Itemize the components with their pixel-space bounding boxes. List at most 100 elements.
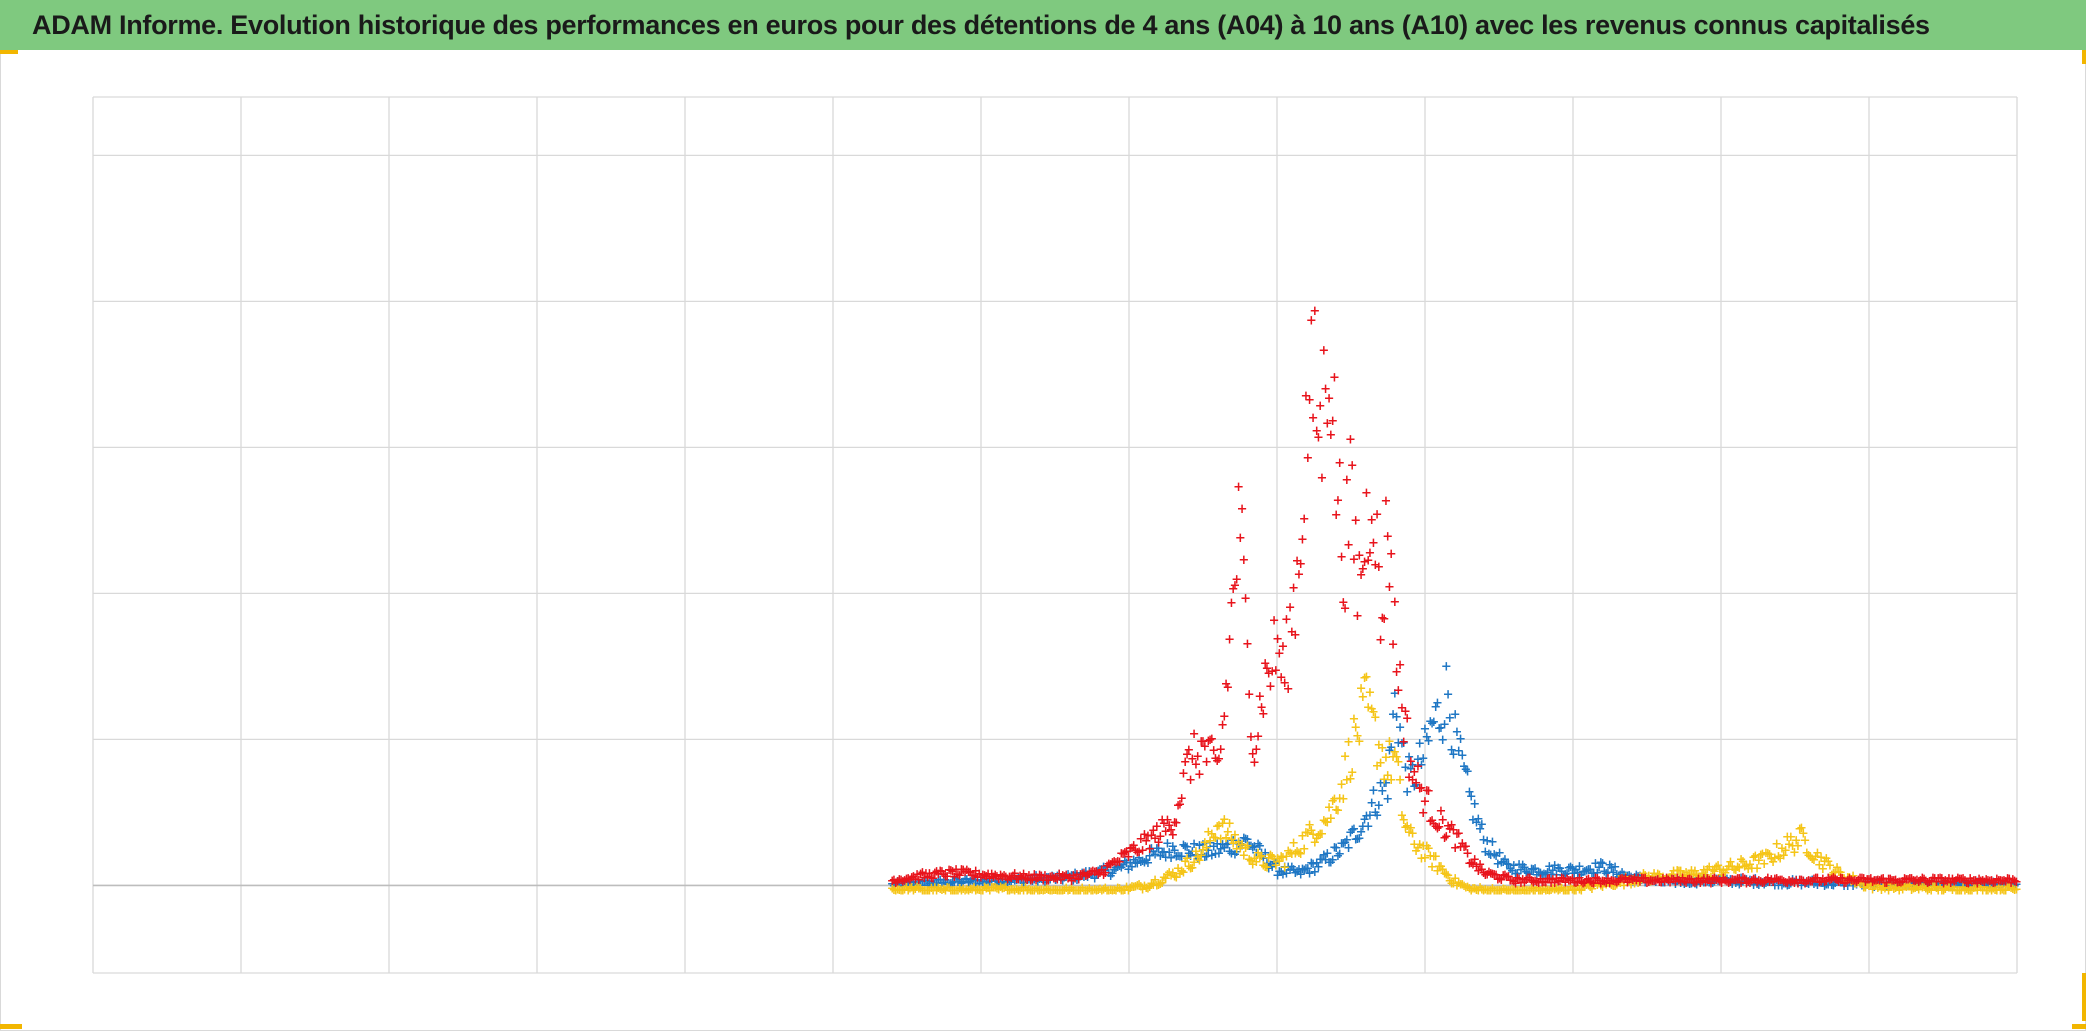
- data-point: +: [970, 877, 981, 892]
- data-point: +: [1455, 878, 1466, 893]
- data-point: +: [926, 874, 937, 889]
- data-point: +: [1741, 872, 1752, 887]
- data-point: +: [1222, 837, 1233, 852]
- data-point: +: [1979, 881, 1990, 896]
- data-point: +: [1816, 876, 1827, 891]
- data-point: +: [1075, 884, 1086, 899]
- data-point: +: [1972, 876, 1983, 891]
- data-point: +: [1979, 875, 1990, 890]
- data-point: +: [1784, 873, 1795, 888]
- data-point: +: [1533, 876, 1544, 891]
- data-point: +: [1656, 874, 1667, 889]
- data-point: +: [1292, 845, 1303, 860]
- data-point: +: [960, 865, 971, 880]
- data-point: +: [915, 881, 926, 896]
- data-point: +: [1833, 875, 1844, 890]
- data-point: +: [1958, 872, 1969, 887]
- data-point: +: [1102, 859, 1113, 874]
- data-point: +: [1654, 871, 1665, 886]
- data-point: +: [1913, 877, 1924, 892]
- data-point: +: [1466, 856, 1477, 871]
- data-point: +: [1043, 873, 1054, 888]
- data-point: +: [1366, 702, 1377, 717]
- data-point: +: [1636, 873, 1647, 888]
- data-point: +: [979, 873, 990, 888]
- data-point: +: [1869, 880, 1880, 895]
- data-point: +: [915, 878, 926, 893]
- data-point: +: [1547, 873, 1558, 888]
- data-point: +: [1743, 875, 1754, 890]
- data-point: +: [1855, 871, 1866, 886]
- data-point: +: [1839, 876, 1850, 891]
- data-point: +: [1782, 878, 1793, 893]
- data-point: +: [1221, 831, 1232, 846]
- data-point: +: [1437, 813, 1448, 828]
- data-point: +: [1961, 877, 1972, 892]
- data-point: +: [1089, 871, 1100, 886]
- data-point: +: [1002, 884, 1013, 899]
- data-point: +: [1862, 878, 1873, 893]
- data-point: +: [1087, 864, 1098, 879]
- data-point: +: [1853, 875, 1864, 890]
- data-point: +: [1327, 414, 1338, 429]
- data-point: +: [1897, 875, 1908, 890]
- data-point: +: [1467, 858, 1478, 873]
- data-point: +: [1004, 874, 1015, 889]
- data-point: +: [1018, 867, 1029, 882]
- data-point: +: [1288, 836, 1299, 851]
- data-point: +: [1032, 875, 1043, 890]
- data-point: +: [1373, 798, 1384, 813]
- data-point: +: [1808, 853, 1819, 868]
- data-point: +: [1187, 752, 1198, 767]
- data-point: +: [1720, 871, 1731, 886]
- data-point: +: [1295, 557, 1306, 572]
- data-point: +: [1865, 878, 1876, 893]
- data-point: +: [1274, 646, 1285, 661]
- data-point: +: [1352, 609, 1363, 624]
- data-point: +: [1061, 881, 1072, 896]
- data-point: +: [2000, 875, 2011, 890]
- data-point: +: [1183, 860, 1194, 875]
- data-point: +: [999, 881, 1010, 896]
- data-point: +: [1924, 878, 1935, 893]
- data-point: +: [1892, 880, 1903, 895]
- data-point: +: [2011, 883, 2022, 898]
- data-point: +: [1231, 842, 1242, 857]
- data-point: +: [1713, 874, 1724, 889]
- data-point: +: [1620, 869, 1631, 884]
- data-point: +: [983, 875, 994, 890]
- data-point: +: [1597, 874, 1608, 889]
- data-point: +: [1025, 871, 1036, 886]
- data-point: +: [1025, 883, 1036, 898]
- data-point: +: [1357, 690, 1368, 705]
- data-point: +: [1114, 882, 1125, 897]
- data-point: +: [1977, 874, 1988, 889]
- data-point: +: [1036, 869, 1047, 884]
- data-point: +: [1537, 884, 1548, 899]
- data-point: +: [1608, 866, 1619, 881]
- data-point: +: [1659, 875, 1670, 890]
- data-point: +: [2002, 879, 2013, 894]
- data-point: +: [1482, 834, 1493, 849]
- data-point: +: [1771, 872, 1782, 887]
- data-point: +: [1890, 873, 1901, 888]
- data-point: +: [1684, 872, 1695, 887]
- data-point: +: [1521, 865, 1532, 880]
- data-point: +: [1990, 876, 2001, 891]
- data-point: +: [1734, 878, 1745, 893]
- data-point: +: [1286, 860, 1297, 875]
- data-point: +: [1187, 861, 1198, 876]
- data-point: +: [1833, 874, 1844, 889]
- data-point: +: [1084, 881, 1095, 896]
- data-point: +: [1194, 767, 1205, 782]
- data-point: +: [1864, 879, 1875, 894]
- data-point: +: [1212, 837, 1223, 852]
- data-point: +: [1526, 874, 1537, 889]
- data-point: +: [1311, 424, 1322, 439]
- data-point: +: [1539, 867, 1550, 882]
- data-point: +: [1588, 879, 1599, 894]
- data-point: +: [1736, 853, 1747, 868]
- data-point: +: [1745, 876, 1756, 891]
- data-point: +: [1936, 884, 1947, 899]
- data-point: +: [1606, 860, 1617, 875]
